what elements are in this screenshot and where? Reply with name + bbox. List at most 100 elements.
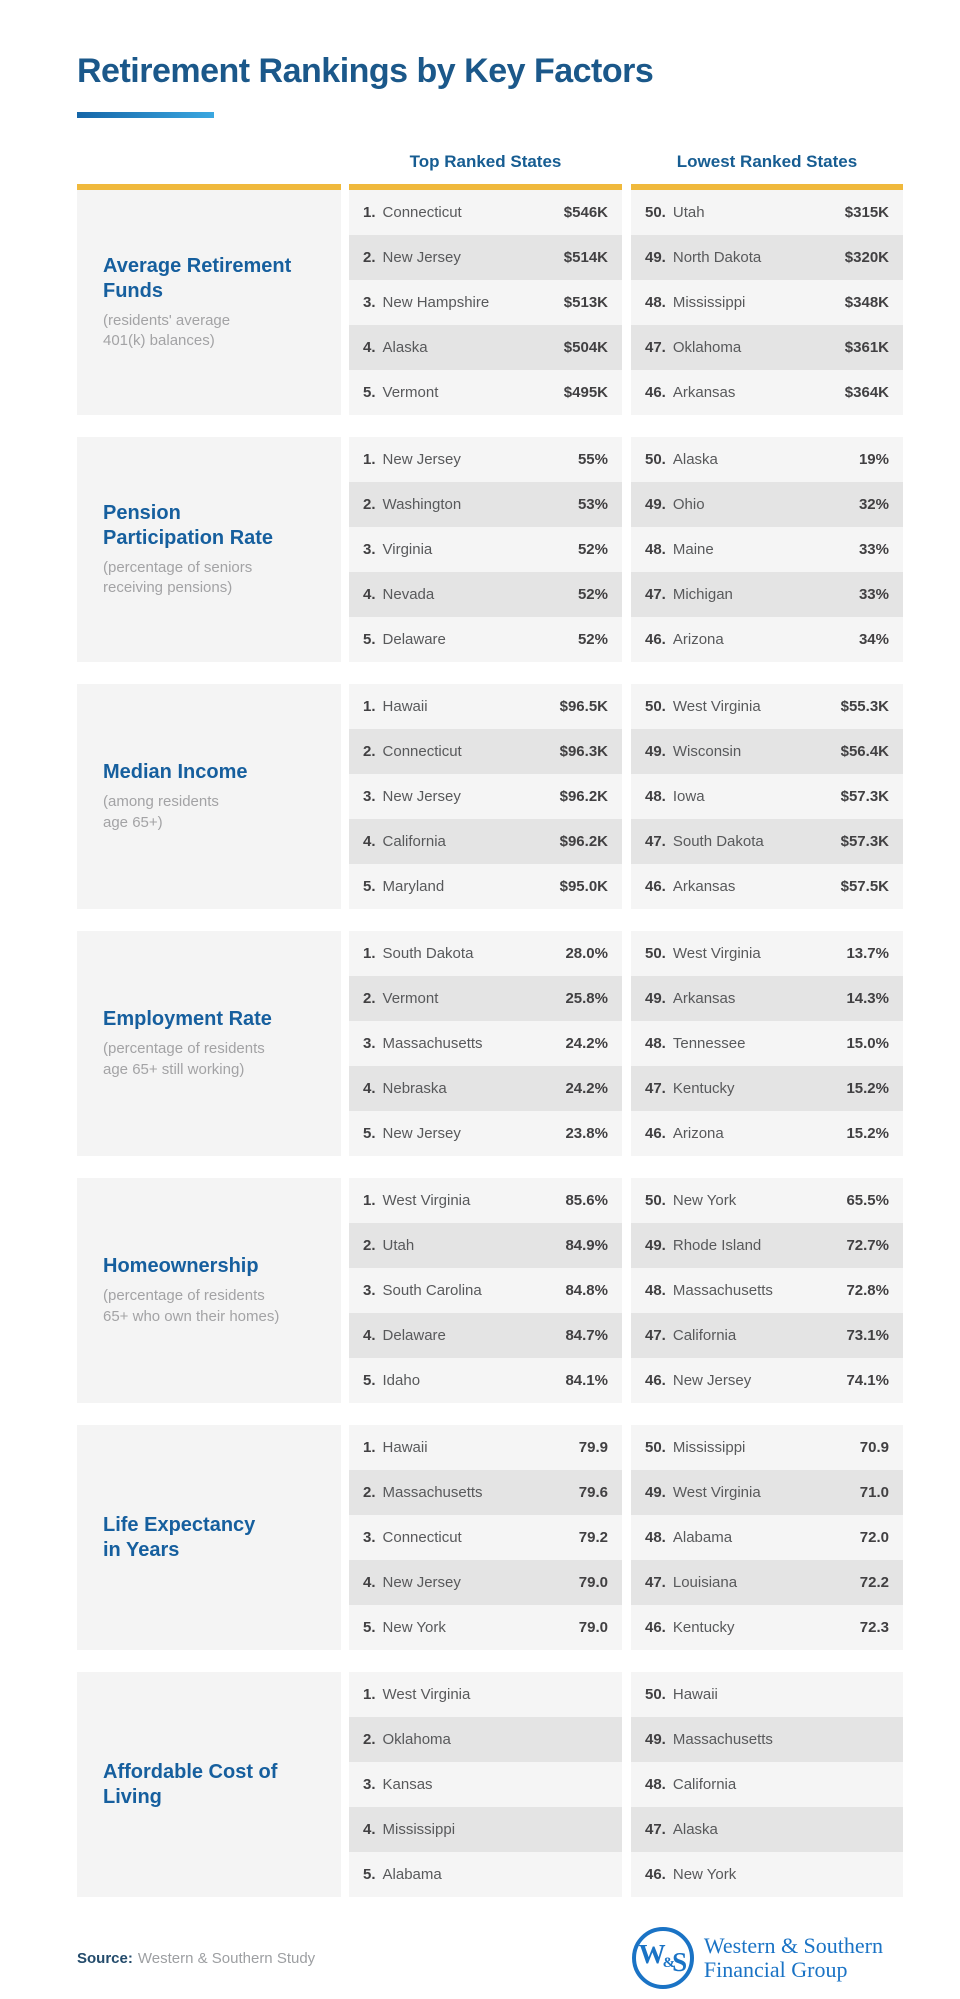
ranking-row: 47. Oklahoma $361K [631, 325, 903, 371]
metric-value: 73.1% [846, 1327, 889, 1345]
ranking-row: 4. Nevada 52% [349, 572, 622, 618]
rank-number: 49. [645, 1731, 666, 1749]
ranking-section: Employment Rate (percentage of residents a… [77, 931, 903, 1157]
section-title: Pension Participation Rate [103, 501, 317, 551]
source-line: Source: Western & Southern Study [77, 1950, 315, 1967]
ranking-row: 49. Rhode Island 72.7% [631, 1223, 903, 1269]
section-subtitle-line: (percentage of residents [103, 1040, 265, 1058]
state-name: West Virginia [382, 1686, 471, 1704]
metric-value: 32% [858, 496, 889, 514]
section-title: Average Retirement Funds [103, 254, 317, 304]
page-title: Retirement Rankings by Key Factors [77, 52, 654, 90]
state-name: South Dakota [382, 945, 474, 963]
rank-number: 4. [363, 339, 376, 357]
section-subtitle-line: (among residents [103, 793, 219, 811]
section-title-line: Pension [103, 501, 181, 524]
rank-number: 49. [645, 496, 666, 514]
state-name: Mississippi [672, 294, 746, 312]
section-subtitle: (percentage of residents 65+ who own thei… [103, 1286, 317, 1327]
state-name: Tennessee [672, 1035, 746, 1053]
section-title-line: in Years [103, 1538, 180, 1561]
metric-value: 24.2% [565, 1080, 608, 1098]
ranking-row: 46. Kentucky 72.3 [631, 1605, 903, 1651]
metric-value: 34% [858, 631, 889, 649]
top-ranked-column: 1. South Dakota 28.0% 2. Vermont 25.8% 3. Massa… [349, 931, 622, 1157]
ranking-row: 3. Kansas [349, 1762, 622, 1808]
logo-wordmark: Western & Southern Financial Group [704, 1933, 883, 1982]
rank-number: 50. [645, 204, 666, 222]
state-name: Arkansas [672, 384, 736, 402]
state-name: Massachusetts [382, 1035, 483, 1053]
rank-number: 47. [645, 1821, 666, 1839]
top-ranked-column: 1. Connecticut $546K 2. New Jersey $514K 3. New… [349, 184, 622, 416]
ranking-row: 1. West Virginia 85.6% [349, 1178, 622, 1224]
metric-value: 79.0 [578, 1574, 608, 1592]
rank-number: 3. [363, 1529, 376, 1547]
state-name: Mississippi [382, 1821, 456, 1839]
ws-monogram-icon: W & S [631, 1927, 694, 1990]
metric-value: 79.6 [578, 1484, 608, 1502]
infographic: Retirement Rankings by Key Factors Top R… [77, 0, 903, 1990]
metric-value: 23.8% [565, 1125, 608, 1143]
lowest-ranked-column: 50. Alaska 19% 49. Ohio 32% 48. Maine 33% 47. Mich… [631, 437, 903, 663]
rank-number: 47. [645, 1080, 666, 1098]
rank-number: 50. [645, 1192, 666, 1210]
metric-value: $96.2K [559, 833, 608, 851]
top-ranked-column: 1. Hawaii $96.5K 2. Connecticut $96.3K 3. New J… [349, 684, 622, 910]
ranking-row: 50. Utah $315K [631, 190, 903, 236]
state-name: New Hampshire [382, 294, 490, 312]
metric-value: 55% [577, 451, 608, 469]
section-title-line: Average Retirement [103, 254, 292, 277]
company-logo: W & S Western & Southern Financial Group [631, 1927, 883, 1990]
state-name: Vermont [382, 384, 439, 402]
state-name: Massachusetts [672, 1731, 773, 1749]
state-name: Iowa [672, 788, 705, 806]
metric-value: $348K [844, 294, 889, 312]
state-name: Oklahoma [382, 1731, 451, 1749]
section-title: Life Expectancy in Years [103, 1513, 317, 1563]
state-name: Kentucky [672, 1619, 735, 1637]
ranking-row: 48. Massachusetts 72.8% [631, 1268, 903, 1314]
ranking-row: 5. Delaware 52% [349, 617, 622, 663]
metric-value: 84.9% [565, 1237, 608, 1255]
rank-number: 5. [363, 1372, 376, 1390]
metric-value: 15.2% [846, 1125, 889, 1143]
state-name: Alaska [672, 1821, 718, 1839]
sections-container: Average Retirement Funds (residents' avera… [77, 184, 903, 1898]
ranking-row: 46. New York [631, 1852, 903, 1898]
section-label-panel: Affordable Cost of Living [77, 1672, 341, 1898]
state-name: Wisconsin [672, 743, 742, 761]
rank-number: 46. [645, 1619, 666, 1637]
section-title-line: Life Expectancy [103, 1513, 256, 1536]
state-name: Washington [382, 496, 462, 514]
ranking-row: 49. Arkansas 14.3% [631, 976, 903, 1022]
ranking-section: Median Income (among residents age 65+) 1. H… [77, 684, 903, 910]
state-name: Nebraska [382, 1080, 447, 1098]
rank-number: 50. [645, 945, 666, 963]
metric-value: $514K [563, 249, 608, 267]
lowest-ranked-column: 50. Hawaii 49. Massachusetts 48. California 47… [631, 1672, 903, 1898]
rank-number: 3. [363, 1282, 376, 1300]
rank-number: 3. [363, 1035, 376, 1053]
rank-number: 46. [645, 384, 666, 402]
lowest-ranked-column: 50. New York 65.5% 49. Rhode Island 72.7% 48. M… [631, 1178, 903, 1404]
rank-number: 2. [363, 1484, 376, 1502]
rank-number: 3. [363, 541, 376, 559]
rank-number: 50. [645, 1439, 666, 1457]
state-name: West Virginia [382, 1192, 471, 1210]
state-name: New York [672, 1192, 737, 1210]
state-name: Connecticut [382, 743, 462, 761]
ranking-row: 5. Vermont $495K [349, 370, 622, 416]
ranking-row: 1. Hawaii 79.9 [349, 1425, 622, 1471]
top-ranked-column: 1. West Virginia 2. Oklahoma 3. Kansas 4. Missi… [349, 1672, 622, 1898]
section-subtitle-line: age 65+ still working) [103, 1060, 245, 1078]
ranking-row: 2. Connecticut $96.3K [349, 729, 622, 775]
metric-value: 52% [577, 631, 608, 649]
section-title-line: Homeownership [103, 1255, 259, 1278]
ranking-row: 47. California 73.1% [631, 1313, 903, 1359]
rank-number: 48. [645, 541, 666, 559]
state-name: Connecticut [382, 204, 462, 222]
state-name: Utah [672, 204, 705, 222]
rank-number: 47. [645, 339, 666, 357]
rank-number: 1. [363, 451, 376, 469]
